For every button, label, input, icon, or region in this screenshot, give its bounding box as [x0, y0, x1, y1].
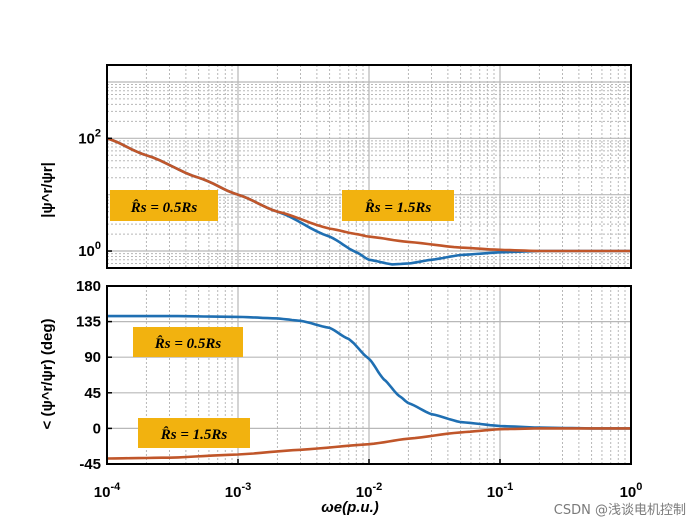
x-tick-label: 100: [620, 481, 643, 501]
phase-x-label: ωe(p.u.): [321, 499, 379, 516]
annotation-box: [342, 190, 454, 221]
annotation-text: R̂s = 0.5Rs: [154, 335, 222, 352]
x-tick-label: 10-4: [94, 481, 121, 501]
annotation-box: [110, 190, 218, 221]
y-tick-label: 45: [84, 385, 101, 402]
watermark: CSDN @浅谈电机控制: [553, 503, 686, 518]
magnitude-y-ticks: 102 100: [78, 127, 112, 260]
annotation-text: R̂s = 1.5Rs: [364, 199, 432, 216]
x-tick-label: 10-3: [225, 481, 251, 501]
magnitude-panel: 102 100 |ψ^r/ψr|: [39, 64, 632, 269]
magnitude-series-1-5: [107, 137, 631, 253]
magnitude-y-label: |ψ^r/ψr|: [39, 162, 56, 218]
annotation-phase-1-5: R̂s = 1.5Rs: [138, 418, 250, 448]
annotation-text: R̂s = 1.5Rs: [160, 426, 228, 443]
phase-y-ticks: 180 135 90 45 0 -45: [76, 278, 112, 473]
x-tick-label: 10-2: [356, 481, 382, 501]
magnitude-frame: [106, 64, 632, 269]
phase-x-ticks: 10-4 10-3 10-2 10-1 100: [94, 459, 643, 501]
annotation-box: [133, 327, 243, 357]
phase-y-label: < (ψ^r/ψr) (deg): [39, 319, 56, 430]
y-tick-label: 135: [76, 314, 101, 331]
y-tick-label: 90: [84, 349, 101, 366]
phase-series-0-5: [107, 314, 631, 430]
annotation-mag-0-5: R̂s = 0.5Rs: [110, 190, 218, 221]
annotation-phase-0-5: R̂s = 0.5Rs: [133, 327, 243, 357]
y-tick-label: 100: [78, 240, 101, 260]
y-tick-label: 0: [93, 420, 101, 437]
y-tick-label: 102: [78, 127, 101, 147]
x-tick-label: 10-1: [487, 481, 513, 501]
annotation-box: [138, 418, 250, 448]
phase-panel: 180 135 90 45 0 -45 10-4 10-3 10-2 10-1 100 < (ψ^…: [39, 278, 642, 516]
annotation-mag-1-5: R̂s = 1.5Rs: [342, 190, 454, 221]
y-tick-label: -45: [79, 456, 101, 473]
y-tick-label: 180: [76, 278, 101, 295]
annotation-text: R̂s = 0.5Rs: [130, 199, 198, 216]
phase-series-1-5: [107, 427, 631, 460]
